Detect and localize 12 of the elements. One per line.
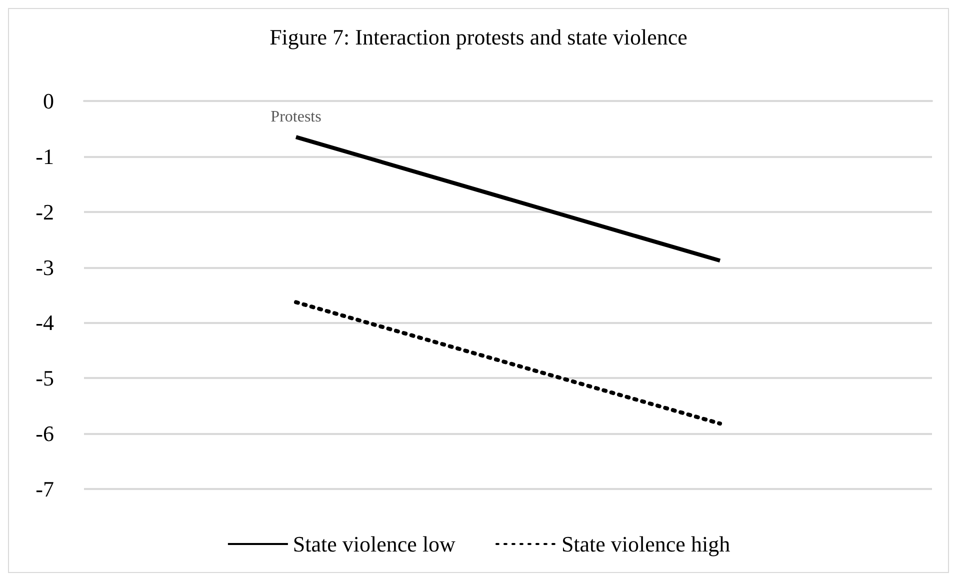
y-tick-label: -7 (36, 476, 54, 502)
y-tick-label: -5 (36, 366, 54, 391)
legend-label: State violence high (561, 532, 730, 556)
x-tick-label: Protests (270, 108, 322, 126)
y-tick-label: -6 (36, 421, 54, 446)
legend-label: State violence low (292, 532, 456, 556)
y-tick-label: 0 (43, 88, 54, 114)
chart-title: Figure 7: Interaction protests and state violence (270, 24, 688, 50)
y-tick-label: -3 (36, 254, 54, 280)
y-tick-label: -4 (36, 310, 54, 336)
y-tick-label: -1 (36, 144, 54, 169)
y-tick-label: -2 (36, 199, 54, 224)
